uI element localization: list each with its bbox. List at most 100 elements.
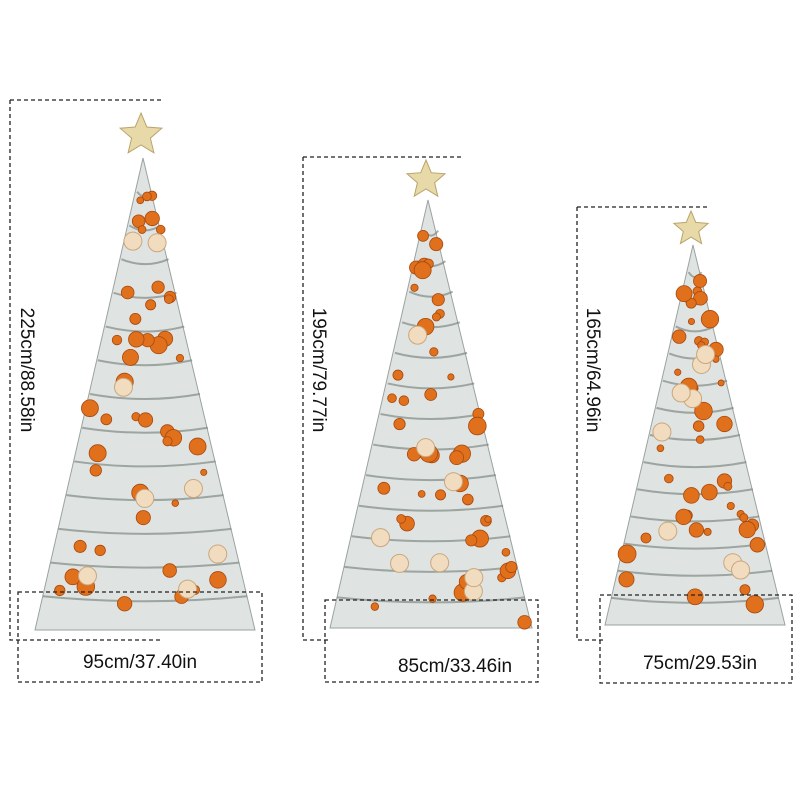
branch-layer [344, 565, 518, 573]
flower [113, 377, 133, 397]
ornament [687, 317, 695, 326]
height-label: 225cm/88.58in [16, 308, 37, 433]
ornament [664, 473, 674, 484]
ornament [738, 521, 756, 539]
ornament [100, 413, 113, 426]
ornament [171, 499, 179, 507]
flower [464, 568, 484, 588]
ornament [693, 274, 707, 288]
ornament [128, 331, 145, 348]
branch-layer [81, 426, 209, 434]
branch-layer [121, 258, 169, 266]
ornament [739, 513, 749, 523]
ornament [723, 481, 733, 491]
ornament [468, 416, 487, 436]
ornament [674, 368, 682, 376]
flower [123, 231, 143, 251]
ornament [640, 532, 652, 544]
flower [208, 544, 228, 564]
ornament [398, 395, 410, 406]
ornament [428, 594, 437, 603]
width-label: 85cm/33.46in [398, 656, 512, 677]
ornament [726, 501, 735, 511]
flower [371, 528, 391, 548]
flower [183, 479, 203, 499]
branch-layer [380, 413, 482, 420]
ornament [688, 522, 704, 538]
ornament [188, 437, 207, 456]
ornament [717, 379, 725, 387]
branch-layer [358, 504, 504, 512]
flower [416, 438, 436, 458]
trees [34, 111, 786, 631]
ornament [617, 544, 637, 564]
ornament [517, 615, 532, 630]
height-label: 195cm/79.77in [308, 308, 329, 433]
ornament [73, 539, 87, 553]
height-guide [9, 99, 163, 641]
ornament [393, 417, 406, 431]
branch-layer [97, 359, 193, 367]
ornament [618, 571, 635, 588]
ornament [449, 450, 465, 466]
ornament [700, 310, 720, 329]
ornament [144, 210, 160, 227]
ornament [695, 435, 705, 444]
ornament [656, 444, 665, 453]
tree-star [672, 209, 710, 245]
ornament [675, 285, 693, 303]
flower [135, 488, 155, 508]
ornament [145, 299, 157, 311]
ornament [200, 468, 208, 476]
ornament [162, 563, 177, 578]
width-label: 75cm/29.53in [643, 653, 757, 674]
ornament [94, 544, 106, 557]
ornament [209, 571, 227, 589]
width-guide [324, 599, 539, 683]
ornament [462, 493, 474, 506]
branch-layer [89, 393, 201, 400]
ornament [749, 537, 766, 553]
branch-layer [74, 460, 216, 468]
flower [671, 383, 691, 403]
ornament [138, 412, 154, 428]
ornament [89, 464, 102, 477]
ornament [417, 229, 429, 242]
ornament [435, 489, 447, 501]
ornament [413, 261, 432, 280]
ornament [175, 354, 185, 363]
height-label: 165cm/64.96in [582, 308, 603, 433]
flower [696, 345, 716, 365]
ornament [136, 196, 145, 205]
ornament [54, 584, 66, 597]
ornament [122, 348, 139, 366]
ornament [392, 369, 404, 381]
flower [77, 566, 97, 586]
flower [430, 553, 450, 573]
branch-layer [408, 290, 454, 298]
branch-layer [50, 561, 240, 569]
branch-layer [105, 325, 185, 333]
ornament [120, 285, 135, 300]
dimension-guides [9, 99, 793, 684]
branch-layer [58, 527, 232, 535]
ornament [675, 508, 692, 526]
flower [147, 233, 167, 253]
ornament [429, 237, 444, 252]
ornament [429, 347, 439, 357]
ornament [129, 312, 142, 325]
ornament [142, 191, 152, 202]
ornament [81, 399, 99, 418]
ornament [701, 483, 718, 501]
ornament [683, 487, 700, 504]
ornament [156, 224, 166, 235]
ornament [151, 280, 165, 294]
flower [443, 472, 463, 492]
ornament [703, 527, 712, 536]
ornament [431, 312, 441, 322]
ornament [417, 490, 426, 498]
width-guide [17, 591, 263, 683]
tree-star [405, 158, 447, 198]
ornament [164, 294, 174, 304]
